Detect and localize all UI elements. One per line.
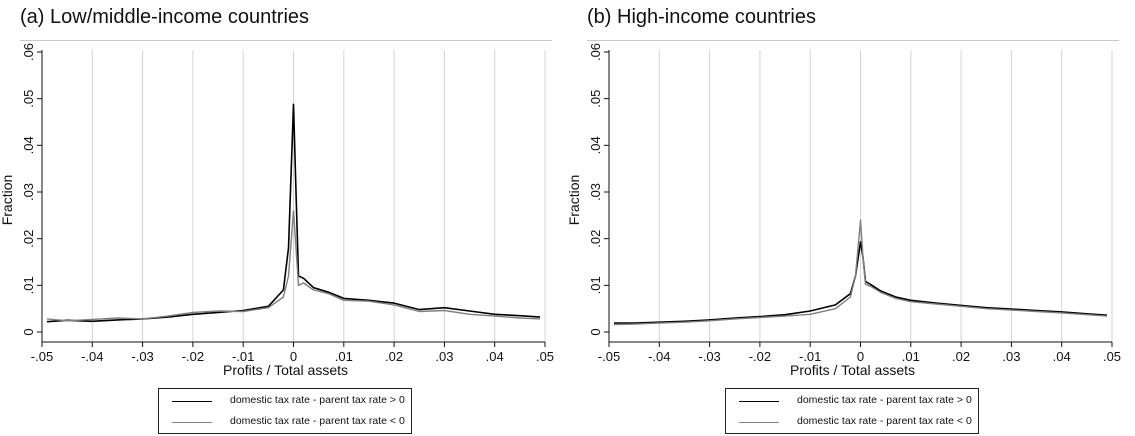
x-tick-label: .02 xyxy=(952,349,970,364)
legend-item: domestic tax rate - parent tax rate > 0 xyxy=(726,392,978,412)
legend-label: domestic tax rate - parent tax rate > 0 xyxy=(797,394,972,406)
plot-area: 0 .01 .02 .03 .04 .05 .06 -.05 -.04 -.03 -.02 -.01 0… xyxy=(566,43,1121,378)
x-tick-label: .01 xyxy=(335,349,353,364)
legend-label: domestic tax rate - parent tax rate < 0 xyxy=(797,415,972,427)
legend: domestic tax rate - parent tax rate > 0 … xyxy=(725,388,979,434)
y-tick-label: .06 xyxy=(588,43,603,61)
chart-panel-a: (a) Low/middle-income countries 0 .01 .02.… xyxy=(0,0,567,436)
legend: domestic tax rate - parent tax rate > 0 … xyxy=(158,388,412,434)
legend-item: domestic tax rate - parent tax rate < 0 xyxy=(159,413,411,433)
x-tick-label: .04 xyxy=(486,349,504,364)
chart-title: (a) Low/middle-income countries xyxy=(20,6,310,28)
x-tick-label: -.04 xyxy=(81,349,103,364)
x-tick-label: .03 xyxy=(1002,349,1020,364)
legend-swatch xyxy=(739,422,779,423)
y-tick-label: .03 xyxy=(588,183,603,201)
x-tick-label: -.05 xyxy=(598,349,620,364)
y-axis-title: Fraction xyxy=(566,175,582,226)
y-tick-label: .05 xyxy=(588,90,603,108)
legend-item: domestic tax rate - parent tax rate > 0 xyxy=(159,392,411,412)
x-tick-label: -.02 xyxy=(182,349,204,364)
y-tick-label: .01 xyxy=(588,276,603,294)
x-tick-label: -.03 xyxy=(131,349,153,364)
series-line xyxy=(613,219,1108,326)
y-tick-label: 0 xyxy=(21,328,36,335)
y-tick-label: .04 xyxy=(21,136,36,154)
legend-label: domestic tax rate - parent tax rate < 0 xyxy=(230,415,405,427)
x-tick-label: .05 xyxy=(1103,349,1121,364)
x-tick-label: .03 xyxy=(435,349,453,364)
legend-item: domestic tax rate - parent tax rate < 0 xyxy=(726,413,978,433)
x-tick-label: -.05 xyxy=(31,349,53,364)
legend-swatch xyxy=(172,422,212,423)
x-tick-label: .01 xyxy=(902,349,920,364)
x-tick-label: -.04 xyxy=(648,349,670,364)
y-tick-label: 0 xyxy=(588,328,603,335)
y-tick-label: .01 xyxy=(21,276,36,294)
chart-panel-b: (b) High-income countries 0 .01 .02 .03 .04.… xyxy=(566,0,1134,436)
x-axis-title: Profits / Total assets xyxy=(223,362,348,378)
plot-area: 0 .01 .02 .03 .04 .05 .06 -.05 -.04 -.03 -.02 -.01 0… xyxy=(0,43,554,378)
x-tick-label: .04 xyxy=(1053,349,1071,364)
x-tick-label: 0 xyxy=(290,349,297,364)
y-tick-label: .02 xyxy=(21,230,36,248)
x-axis-title: Profits / Total assets xyxy=(790,362,915,378)
y-tick-label: .05 xyxy=(21,90,36,108)
legend-swatch xyxy=(172,401,212,402)
x-tick-label: .02 xyxy=(385,349,403,364)
x-tick-label: -.02 xyxy=(749,349,771,364)
legend-label: domestic tax rate - parent tax rate > 0 xyxy=(230,394,405,406)
title-rule xyxy=(20,40,552,41)
x-tick-label: -.01 xyxy=(232,349,254,364)
y-tick-label: .03 xyxy=(21,183,36,201)
y-tick-label: .04 xyxy=(588,136,603,154)
legend-swatch xyxy=(739,401,779,402)
series-line xyxy=(46,209,541,322)
y-tick-label: .02 xyxy=(588,230,603,248)
chart-title: (b) High-income countries xyxy=(587,6,816,28)
x-tick-label: .05 xyxy=(536,349,554,364)
x-tick-label: -.03 xyxy=(698,349,720,364)
y-tick-label: .06 xyxy=(21,43,36,61)
title-rule xyxy=(587,40,1119,41)
x-tick-label: 0 xyxy=(857,349,864,364)
x-tick-label: -.01 xyxy=(799,349,821,364)
y-axis-title: Fraction xyxy=(0,175,15,226)
